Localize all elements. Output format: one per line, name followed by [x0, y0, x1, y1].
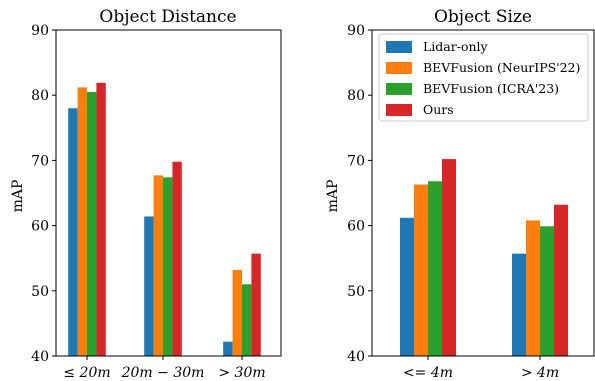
bar-bevfusion-icra-23-0: [428, 181, 442, 356]
y-tick-label: 60: [31, 219, 49, 235]
bar-bevfusion-icra-23-0: [87, 91, 97, 356]
legend-label: Lidar-only: [423, 39, 489, 54]
bar-ours-2: [251, 253, 261, 356]
y-ticks: 40 50 60 70 80 90: [347, 23, 372, 365]
y-tick-label: 80: [31, 88, 49, 104]
bar-ours-1: [172, 161, 182, 356]
x-ticks: <= 4m > 4m: [403, 356, 559, 381]
panel-object-distance: Object Distance mAP 40 50 60 70 80 90 ≤ 20m 20…: [10, 7, 282, 381]
plot-frame: [371, 29, 595, 357]
y-tick-label: 40: [31, 349, 49, 365]
legend-label: BEVFusion (NeurIPS'22): [423, 60, 580, 75]
legend-swatch-bevfusion-icra: [386, 83, 412, 95]
legend-label: Ours: [423, 102, 454, 117]
bar-bevfusion-neurips-22-2: [232, 269, 242, 356]
bars-group: [68, 82, 261, 357]
bar-bevfusion-neurips-22-1: [153, 175, 163, 356]
y-axis-label: mAP: [325, 180, 341, 213]
y-tick-label: 80: [347, 88, 365, 104]
bar-lidar-only-0: [68, 108, 78, 357]
y-tick-label: 70: [31, 153, 49, 169]
y-axis-label: mAP: [10, 180, 26, 213]
bar-ours-0: [442, 159, 456, 356]
bar-bevfusion-icra-23-2: [242, 284, 252, 356]
chart-title: Object Distance: [99, 7, 236, 27]
x-tick-label: ≤ 20m: [63, 365, 110, 381]
bar-bevfusion-neurips-22-1: [526, 220, 540, 356]
y-tick-label: 90: [347, 23, 365, 39]
bar-ours-0: [96, 82, 106, 356]
x-tick-label: > 30m: [218, 365, 265, 381]
y-tick-label: 60: [347, 219, 365, 235]
legend-swatch-bevfusion-neurips: [386, 62, 412, 74]
legend-swatch-ours: [386, 104, 412, 116]
bar-bevfusion-icra-23-1: [540, 226, 554, 356]
x-tick-label: <= 4m: [403, 365, 453, 381]
bar-bevfusion-neurips-22-0: [414, 184, 428, 356]
bars-group: [400, 159, 568, 356]
legend-swatch-lidar-only: [386, 41, 412, 53]
bar-lidar-only-1: [512, 253, 526, 356]
legend: Lidar-only BEVFusion (NeurIPS'22) BEVFus…: [378, 33, 589, 122]
legend-label: BEVFusion (ICRA'23): [423, 81, 559, 96]
plot-frame: [55, 29, 282, 357]
y-tick-label: 40: [347, 349, 365, 365]
legend-box: [378, 33, 589, 122]
y-ticks: 40 50 60 70 80 90: [31, 23, 56, 365]
bar-bevfusion-neurips-22-0: [77, 87, 87, 356]
y-tick-label: 50: [347, 284, 365, 300]
y-tick-label: 70: [347, 153, 365, 169]
bar-ours-1: [554, 204, 568, 356]
bar-bevfusion-icra-23-1: [163, 177, 173, 356]
y-tick-label: 50: [31, 284, 49, 300]
x-ticks: ≤ 20m 20m − 30m > 30m: [63, 356, 266, 381]
y-tick-label: 90: [31, 23, 49, 39]
bar-lidar-only-2: [223, 341, 233, 356]
x-tick-label: 20m − 30m: [121, 365, 205, 381]
chart-title: Object Size: [434, 7, 532, 27]
bar-lidar-only-1: [144, 216, 154, 356]
bar-lidar-only-0: [400, 217, 414, 356]
panel-object-size: Object Size mAP 40 50 60 70 80 90 <= 4m > 4m L…: [325, 7, 595, 381]
x-tick-label: > 4m: [521, 365, 559, 381]
